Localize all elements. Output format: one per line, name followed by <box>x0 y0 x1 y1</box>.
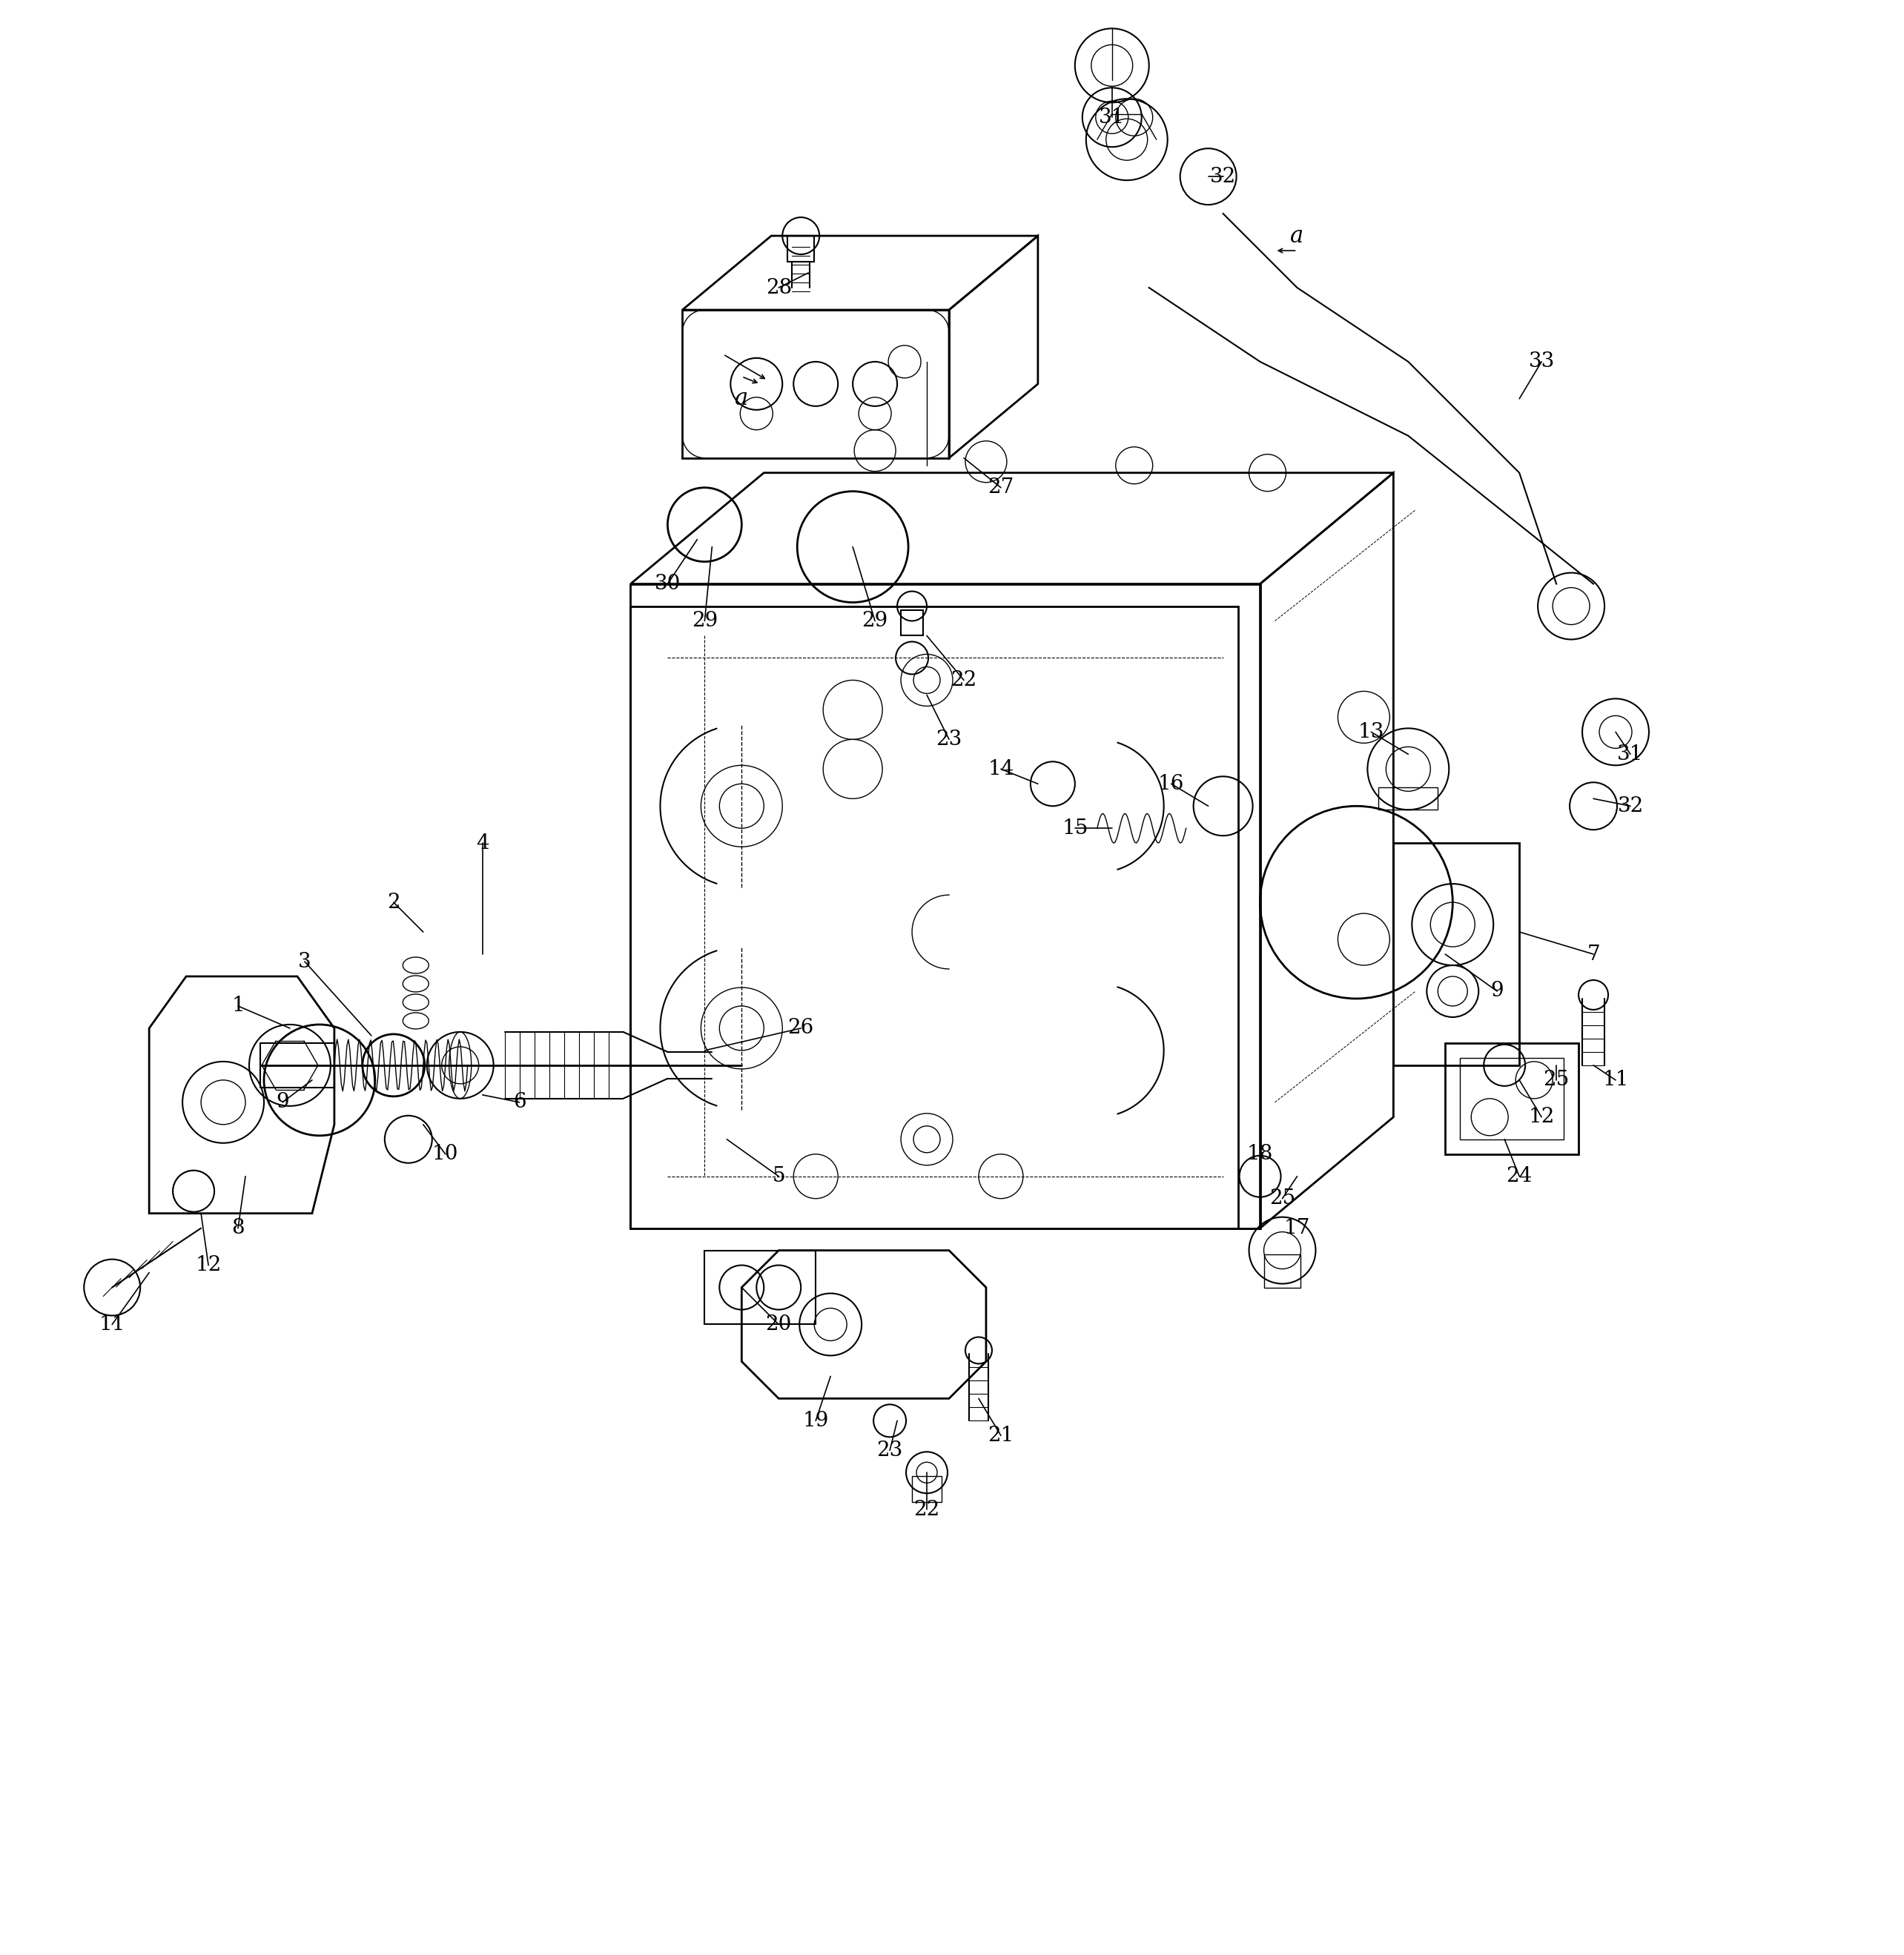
Text: 1: 1 <box>232 995 244 1017</box>
Text: 16: 16 <box>1158 774 1184 794</box>
Text: 19: 19 <box>803 1412 828 1431</box>
Text: 30: 30 <box>655 575 682 594</box>
Text: 32: 32 <box>1616 796 1643 815</box>
Text: 25: 25 <box>1270 1189 1295 1208</box>
Text: 28: 28 <box>765 278 792 297</box>
Bar <box>901 610 923 635</box>
Text: 32: 32 <box>1211 166 1236 186</box>
Text: 13: 13 <box>1358 721 1384 743</box>
Text: 3: 3 <box>299 952 310 972</box>
Bar <box>1264 1253 1300 1288</box>
Text: 26: 26 <box>788 1019 815 1038</box>
Text: 11: 11 <box>1603 1069 1628 1091</box>
Text: 23: 23 <box>937 729 962 749</box>
Text: 24: 24 <box>1506 1167 1533 1187</box>
Text: 22: 22 <box>914 1499 941 1519</box>
Text: 2: 2 <box>387 891 400 913</box>
Text: 23: 23 <box>876 1441 902 1460</box>
Bar <box>788 237 815 262</box>
Text: 25: 25 <box>1544 1069 1569 1091</box>
Text: 21: 21 <box>988 1425 1015 1445</box>
Text: 29: 29 <box>863 610 887 631</box>
Text: 15: 15 <box>1062 819 1087 839</box>
Text: a: a <box>1291 225 1304 248</box>
Text: 8: 8 <box>232 1218 244 1238</box>
Text: 17: 17 <box>1283 1218 1310 1238</box>
Text: 14: 14 <box>988 759 1015 778</box>
Text: a: a <box>735 387 748 411</box>
Text: 11: 11 <box>99 1314 126 1335</box>
Text: 7: 7 <box>1586 944 1599 964</box>
Text: 27: 27 <box>988 477 1015 499</box>
Text: 9: 9 <box>1491 981 1504 1001</box>
Text: 5: 5 <box>773 1167 784 1187</box>
Text: 12: 12 <box>196 1255 221 1275</box>
Text: 31: 31 <box>1099 108 1125 127</box>
Text: 29: 29 <box>691 610 718 631</box>
Text: 18: 18 <box>1247 1144 1274 1163</box>
Text: 31: 31 <box>1616 745 1643 764</box>
Text: 9: 9 <box>276 1093 289 1112</box>
Text: 33: 33 <box>1529 352 1554 371</box>
Text: 22: 22 <box>950 671 977 690</box>
Bar <box>912 1476 942 1501</box>
Text: 12: 12 <box>1529 1107 1556 1128</box>
Text: 4: 4 <box>476 833 489 852</box>
Text: 20: 20 <box>765 1314 792 1335</box>
Text: 10: 10 <box>432 1144 459 1163</box>
Text: 6: 6 <box>512 1093 526 1112</box>
Bar <box>1378 788 1438 809</box>
